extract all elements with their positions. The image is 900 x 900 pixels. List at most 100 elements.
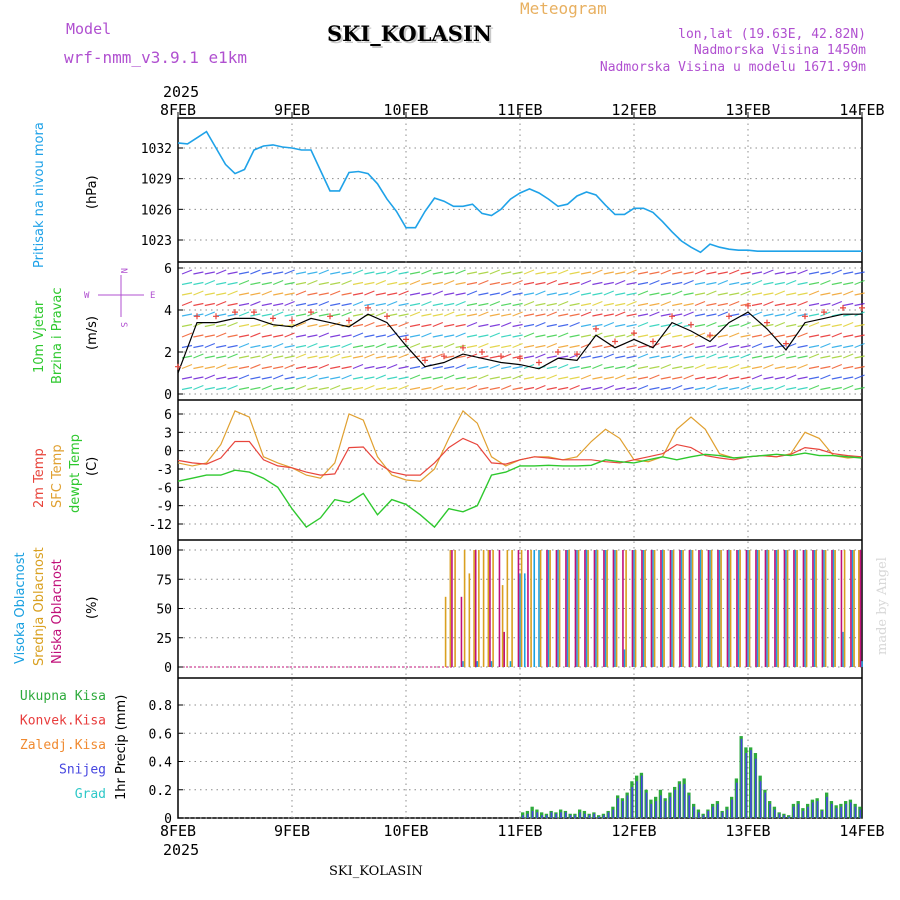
wind-arrow <box>273 302 284 307</box>
wind-arrow <box>421 292 432 296</box>
precip-snow-bar <box>593 813 596 818</box>
day-tick-label-top: 12FEB <box>611 101 656 119</box>
wind-arrow <box>615 355 626 359</box>
wind-arrow <box>307 311 318 317</box>
y-tick-label: -3 <box>156 463 172 478</box>
wind-arrow <box>375 342 387 349</box>
precip-snow-bar <box>740 738 743 818</box>
wind-arrow <box>580 271 592 275</box>
wind-arrow <box>694 386 706 391</box>
precip-snow-bar <box>683 784 686 818</box>
wind-arrow <box>181 269 193 275</box>
precip-snow-bar <box>821 810 824 818</box>
wind-arrow <box>569 281 580 286</box>
wind-arrow <box>204 302 215 307</box>
wind-arrow <box>557 332 569 338</box>
wind-arrow <box>751 271 763 275</box>
wind-arrow <box>683 292 694 296</box>
wind-arrow <box>854 365 865 370</box>
wind-arrow <box>295 344 307 349</box>
wind-arrow <box>478 386 489 391</box>
precip-snow-bar <box>669 796 672 818</box>
wind-arrow <box>261 365 272 370</box>
wind-arrow <box>774 365 785 370</box>
wind-arrow <box>592 355 603 359</box>
wind-arrow <box>615 323 626 328</box>
wind-arrow <box>649 271 660 275</box>
wind-arrow <box>774 290 786 296</box>
wind-arrow <box>307 386 318 391</box>
model-name: wrf-nmm_v3.9.1 e1km <box>64 48 247 67</box>
wind-arrow <box>261 302 272 307</box>
wind-arrow <box>671 290 683 296</box>
wind-arrow <box>626 269 637 275</box>
wind-arrow <box>330 365 341 370</box>
precip-snow-bar <box>859 809 862 818</box>
wind-arrow <box>238 279 250 286</box>
wind-arrow <box>854 334 865 338</box>
wind-arrow <box>444 323 455 328</box>
wind-arrow <box>785 374 797 380</box>
wind-arrow <box>808 376 820 380</box>
gust-marker <box>460 344 466 351</box>
wind-arrow <box>215 300 227 307</box>
wind-arrow <box>683 302 694 307</box>
wind-arrow <box>558 292 569 296</box>
wind-arrow <box>694 269 706 275</box>
gust-marker <box>574 351 580 358</box>
gust-marker <box>365 304 371 311</box>
wind-arrow <box>193 376 204 380</box>
wind-arrow <box>295 384 307 391</box>
gust-marker <box>213 313 219 320</box>
wind-arrow <box>375 323 386 328</box>
wind-arrow <box>295 334 307 338</box>
footer-station: SKI_KOLASIN <box>329 864 423 879</box>
precip-legend: Ukupna Kisa Konvek.Kisa Zaledj.Kisa Snijeg G… <box>20 689 106 802</box>
wind-arrow <box>444 292 455 296</box>
wind-arrow <box>307 374 318 380</box>
wind-arrow <box>786 365 797 370</box>
wind-arrow <box>227 334 238 338</box>
wind-arrow <box>831 344 842 349</box>
wind-arrow <box>489 292 500 296</box>
precip-snow-bar <box>617 798 619 818</box>
y-tick-label: 75 <box>156 573 172 588</box>
y-tick-label: 0 <box>164 812 172 827</box>
wind-arrow <box>580 311 592 317</box>
wind-arrow <box>501 376 512 380</box>
wind-arrow <box>181 386 193 391</box>
wind-arrow <box>751 292 763 296</box>
gust-marker <box>536 359 542 366</box>
day-tick-label-bottom: 9FEB <box>274 822 310 840</box>
wind-arrow <box>193 384 204 391</box>
wind-arrow <box>842 290 854 296</box>
wind-arrow <box>580 355 592 359</box>
wind-arrow <box>580 374 592 380</box>
day-tick-label-bottom: 14FEB <box>839 822 884 840</box>
wind-arrow <box>660 281 671 286</box>
wind-arrow <box>580 386 592 391</box>
wind-arrow <box>444 334 455 338</box>
wind-arrow <box>330 302 341 307</box>
wind-arrow <box>706 365 717 370</box>
wind-arrow <box>740 281 751 286</box>
wind-arrow <box>432 384 444 391</box>
wind-arrow <box>398 384 409 391</box>
wind-arrow <box>660 300 672 307</box>
wind-arrow <box>238 292 250 296</box>
precip-snow-bar <box>816 801 819 818</box>
y-tick-label: 3 <box>164 426 172 441</box>
wind-arrow <box>797 376 808 380</box>
wind-arrow <box>808 302 820 307</box>
wind-arrow <box>797 363 808 370</box>
wind-arrow <box>751 302 763 307</box>
gust-marker <box>498 353 504 360</box>
precip-snow-bar <box>849 802 852 818</box>
wind-arrow <box>387 344 398 349</box>
y-tick-label: 1026 <box>141 203 172 218</box>
wind-arrow <box>227 302 238 307</box>
wind-arrow <box>592 363 603 370</box>
wind-arrow <box>284 355 295 359</box>
wind-arrow <box>569 313 580 317</box>
wind-arrow <box>649 311 660 317</box>
